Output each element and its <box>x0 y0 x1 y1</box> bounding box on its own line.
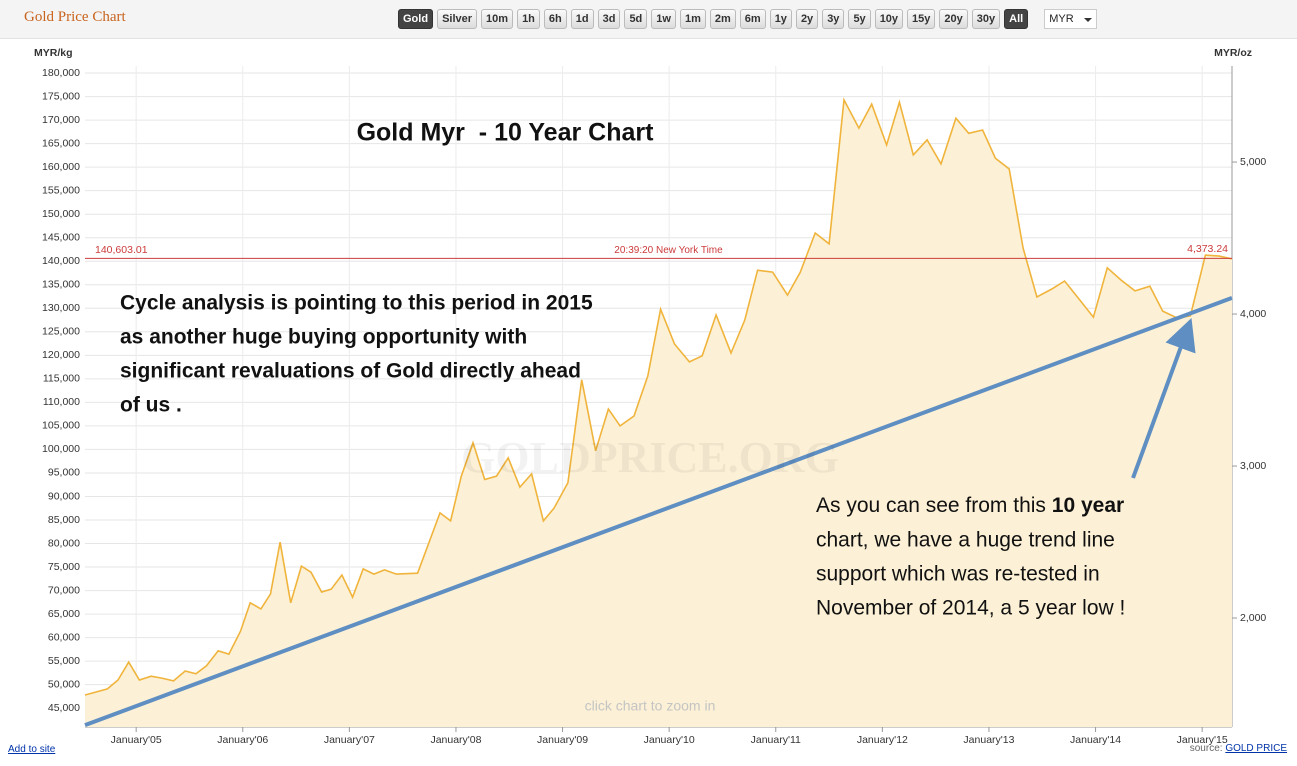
y2-tick-label: 4,000 <box>1240 308 1266 320</box>
x-tick-label: January'12 <box>857 734 908 746</box>
reference-label: 140,603.01 <box>95 244 148 256</box>
y-tick-label: 115,000 <box>43 373 80 385</box>
reference-y2-label: 4,373.24 <box>1187 243 1228 255</box>
y2-axis-label: MYR/oz <box>1214 47 1252 59</box>
y-tick-label: 125,000 <box>42 326 80 338</box>
y-tick-label: 85,000 <box>48 514 80 526</box>
y-tick-label: 100,000 <box>42 443 80 455</box>
y-tick-label: 50,000 <box>48 678 80 690</box>
y2-tick-label: 5,000 <box>1240 156 1266 168</box>
range-button[interactable]: 1y <box>769 9 792 29</box>
y-tick-label: 145,000 <box>42 232 80 244</box>
y-tick-label: 165,000 <box>42 137 80 149</box>
add-link[interactable]: Add to site <box>8 744 56 755</box>
range-buttons: Gold Silver 10m 1h 6h 1d 3d 5d 1w 1m 2m 6m 1y 2y 3y 5y 1… <box>398 9 1097 29</box>
range-button[interactable]: 2y <box>795 9 819 29</box>
range-button[interactable]: 3y <box>822 9 845 29</box>
y-tick-label: 135,000 <box>42 279 80 291</box>
y-tick-label: 105,000 <box>42 420 80 432</box>
x-tick-label: January'05 <box>111 734 162 746</box>
arrow <box>1131 317 1196 479</box>
annotation-text: As you can see from this <box>816 494 1046 517</box>
x-tick-label: January'06 <box>217 734 268 746</box>
y-tick-label: 70,000 <box>48 584 80 596</box>
range-button[interactable]: 1h <box>517 9 540 29</box>
x-tick-label: January'13 <box>963 734 1014 746</box>
source-prefix: source: <box>1189 743 1223 754</box>
chart-title: Gold Myr - 10 Year Chart <box>357 119 655 147</box>
y-tick-label: 110,000 <box>43 396 80 408</box>
trend-line <box>84 296 1233 727</box>
line <box>84 97 1233 696</box>
watermark: GOLDPRICE.ORG <box>461 433 839 482</box>
y2-tick-label: 2,000 <box>1240 612 1266 624</box>
y-tick-label: 45,000 <box>48 702 80 714</box>
annotation-line: support which was re-tested in <box>816 563 1100 586</box>
labels: 45,000 50,000 55,000 60,000 65,000 70,000 75,0… <box>34 47 1266 746</box>
annotation-line: as another huge buying opportunity with <box>120 326 527 349</box>
y-tick-label: 130,000 <box>42 302 80 314</box>
y-tick-label: 65,000 <box>48 608 80 620</box>
annotation-bold: 10 year <box>1052 494 1124 517</box>
range-button[interactable]: 10y <box>874 9 904 29</box>
annotation-line: As you can see from this 10 year <box>816 494 1124 517</box>
y-tick-label: 150,000 <box>42 208 80 220</box>
y2-tick-label: 3,000 <box>1240 460 1266 472</box>
range-button[interactable]: 20y <box>939 9 968 29</box>
range-button[interactable]: 1d <box>570 9 594 29</box>
y-tick-label: 160,000 <box>42 161 80 173</box>
x-tick-label: January'11 <box>751 734 801 746</box>
currency-select[interactable]: MYR <box>1044 9 1097 29</box>
x-tick-label: January'08 <box>430 734 481 746</box>
y-tick-label: 120,000 <box>42 349 80 361</box>
range-button[interactable]: 30y <box>971 9 1001 29</box>
y-axis-label: MYR/kg <box>34 47 73 59</box>
annotation-line: November of 2014, a 5 year low ! <box>816 597 1125 620</box>
y-tick-label: 60,000 <box>48 631 80 643</box>
range-button[interactable]: 5y <box>848 9 871 29</box>
x-tick-label: January'15 <box>1177 734 1228 746</box>
y-tick-label: 80,000 <box>48 537 80 549</box>
range-button[interactable]: Silver <box>437 9 478 29</box>
plot <box>84 97 1233 727</box>
x-tick-label: January'09 <box>537 734 588 746</box>
y-tick-label: 95,000 <box>48 467 80 479</box>
range-button[interactable]: Gold <box>398 9 434 29</box>
range-button[interactable]: 15y <box>907 9 936 29</box>
source: source: GOLD PRICE <box>1190 743 1287 754</box>
range-button[interactable]: 2m <box>709 9 736 29</box>
range-button[interactable]: 5d <box>624 9 648 29</box>
range-button[interactable]: 3d <box>597 9 621 29</box>
y-tick-label: 90,000 <box>48 490 80 502</box>
toolbar: Gold Price Chart Gold Silver 10m 1h 6h 1d 3d 5d… <box>0 0 1297 39</box>
x-tick-label: January'07 <box>324 734 375 746</box>
y-tick-label: 180,000 <box>42 67 80 79</box>
x-tick-label: January'14 <box>1070 734 1121 746</box>
annotation-line: chart, we have a huge trend line <box>816 529 1115 552</box>
y-tick-label: 140,000 <box>42 255 80 267</box>
range-button[interactable]: 10m <box>481 9 514 29</box>
reference-time: 20:39:20 New York Time <box>614 245 723 256</box>
y-tick-label: 75,000 <box>48 561 80 573</box>
range-button[interactable]: 1w <box>651 9 676 29</box>
annotation-line: of us . <box>120 394 182 417</box>
x-tick-label: January'10 <box>644 734 695 746</box>
y-tick-label: 155,000 <box>42 184 80 196</box>
annotation-line: significant revaluations of Gold directl… <box>120 360 581 383</box>
range-button[interactable]: All <box>1004 9 1029 29</box>
range-button[interactable]: 6m <box>739 9 766 29</box>
area <box>85 99 1232 727</box>
app-title: Gold Price Chart <box>24 9 126 25</box>
y-tick-label: 175,000 <box>42 90 80 102</box>
range-button[interactable]: 1m <box>679 9 706 29</box>
source-link[interactable]: GOLD PRICE <box>1225 743 1287 754</box>
annotation-line: Cycle analysis is pointing to this perio… <box>120 292 593 315</box>
y-tick-label: 170,000 <box>42 114 80 126</box>
y-tick-label: 55,000 <box>48 655 80 667</box>
zoom-hint: click chart to zoom in <box>585 698 716 714</box>
range-button[interactable]: 6h <box>543 9 567 29</box>
